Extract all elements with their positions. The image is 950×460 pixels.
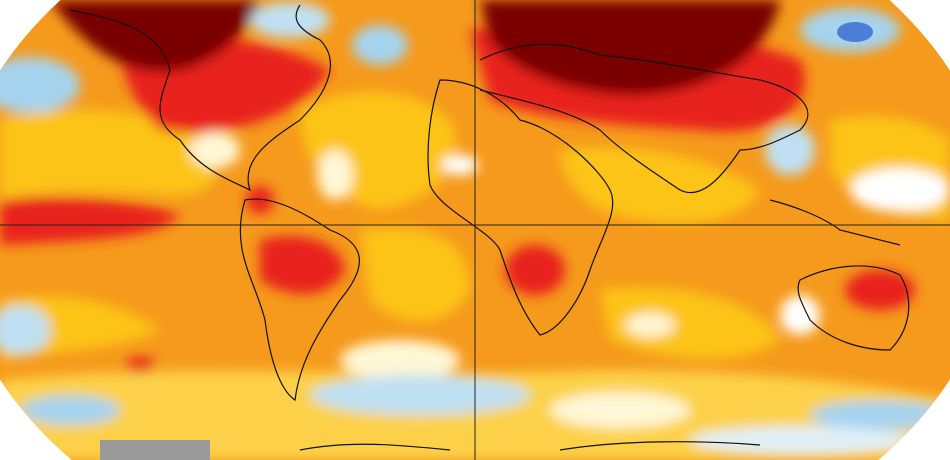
coastlines (69, 4, 910, 451)
cold-spot (837, 22, 873, 42)
no-data-area (100, 440, 210, 460)
